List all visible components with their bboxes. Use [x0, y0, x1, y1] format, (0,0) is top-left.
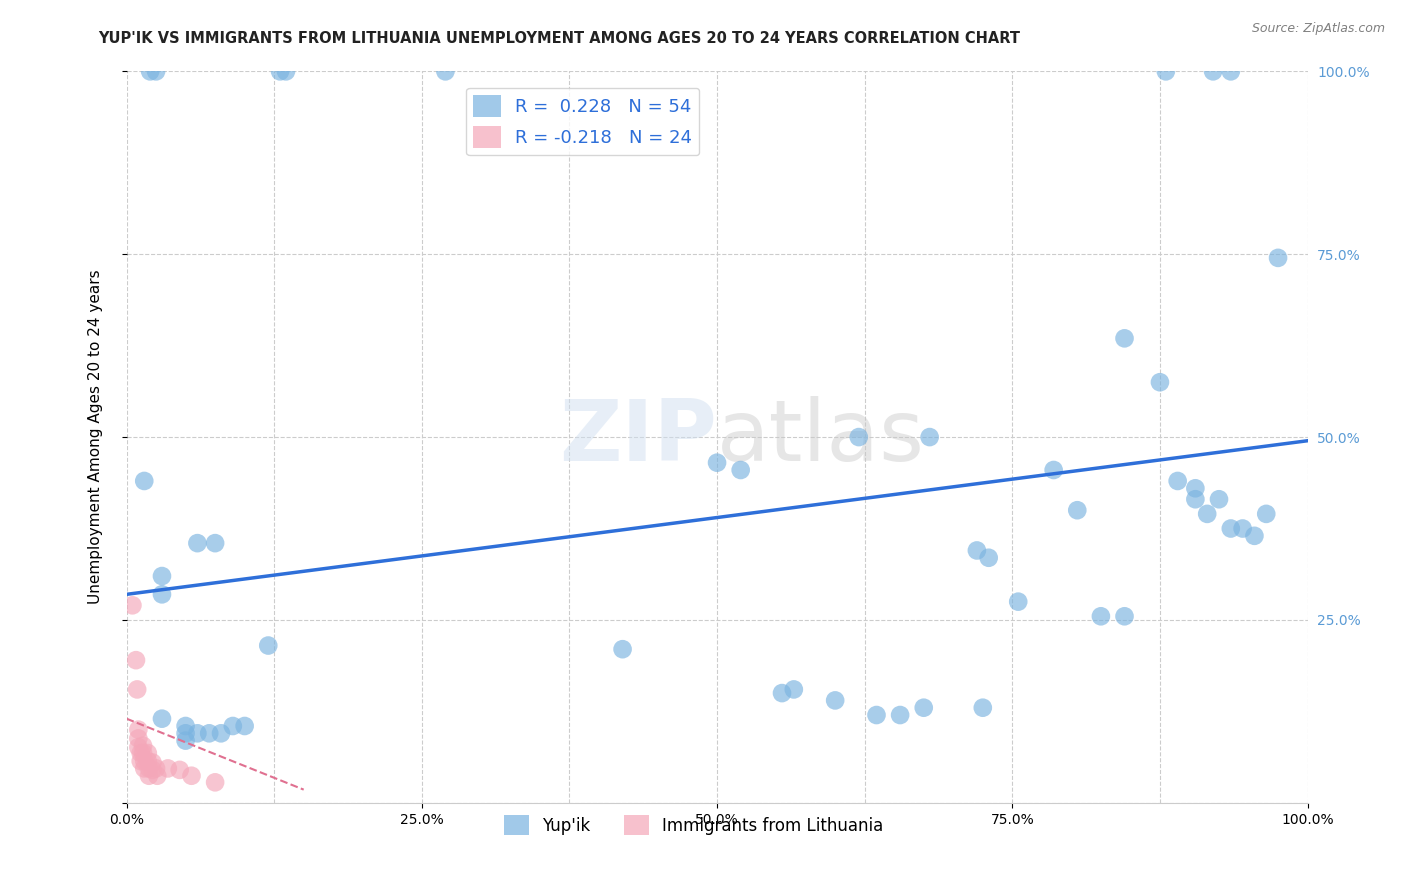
Point: [966, 543, 988, 558]
Point: [129, 754, 152, 768]
Point: [145, 64, 167, 78]
Point: [783, 682, 806, 697]
Point: [1167, 474, 1189, 488]
Point: [141, 756, 163, 770]
Point: [1208, 492, 1230, 507]
Point: [730, 463, 752, 477]
Point: [1114, 609, 1136, 624]
Point: [150, 569, 173, 583]
Point: [127, 723, 149, 737]
Point: [174, 733, 197, 747]
Point: [770, 686, 793, 700]
Point: [134, 761, 156, 775]
Point: [1219, 64, 1241, 78]
Point: [186, 536, 208, 550]
Point: [174, 726, 197, 740]
Point: [1232, 521, 1254, 535]
Point: [1149, 376, 1171, 390]
Point: [129, 746, 152, 760]
Point: [1042, 463, 1064, 477]
Point: [1114, 331, 1136, 345]
Point: [977, 550, 1000, 565]
Point: [612, 642, 634, 657]
Point: [132, 746, 155, 760]
Point: [1256, 507, 1278, 521]
Point: [134, 474, 156, 488]
Point: [198, 726, 221, 740]
Point: [1184, 492, 1206, 507]
Text: atlas: atlas: [717, 395, 925, 479]
Point: [136, 746, 159, 760]
Point: [1219, 521, 1241, 535]
Text: YUP'IK VS IMMIGRANTS FROM LITHUANIA UNEMPLOYMENT AMONG AGES 20 TO 24 YEARS CORRE: YUP'IK VS IMMIGRANTS FROM LITHUANIA UNEM…: [98, 31, 1021, 46]
Point: [848, 430, 870, 444]
Point: [912, 700, 935, 714]
Point: [127, 682, 149, 697]
Point: [169, 763, 191, 777]
Point: [180, 769, 202, 783]
Point: [136, 754, 159, 768]
Point: [233, 719, 256, 733]
Point: [145, 761, 167, 775]
Point: [1267, 251, 1289, 265]
Point: [1090, 609, 1112, 624]
Point: [134, 754, 156, 768]
Point: [204, 536, 226, 550]
Point: [706, 456, 728, 470]
Point: [1184, 481, 1206, 495]
Point: [186, 726, 208, 740]
Legend: Yup'ik, Immigrants from Lithuania: Yup'ik, Immigrants from Lithuania: [498, 808, 890, 842]
Y-axis label: Unemployment Among Ages 20 to 24 years: Unemployment Among Ages 20 to 24 years: [89, 269, 103, 605]
Point: [138, 769, 160, 783]
Point: [1007, 594, 1029, 608]
Point: [824, 693, 846, 707]
Point: [127, 731, 149, 746]
Point: [269, 64, 291, 78]
Point: [434, 64, 457, 78]
Point: [1066, 503, 1088, 517]
Point: [121, 599, 143, 613]
Point: [150, 587, 173, 601]
Point: [274, 64, 297, 78]
Text: ZIP: ZIP: [560, 395, 717, 479]
Point: [174, 719, 197, 733]
Point: [127, 740, 149, 755]
Point: [257, 639, 280, 653]
Point: [972, 700, 994, 714]
Point: [889, 708, 911, 723]
Point: [1243, 529, 1265, 543]
Point: [146, 769, 169, 783]
Point: [1202, 64, 1225, 78]
Point: [865, 708, 887, 723]
Point: [132, 739, 155, 753]
Point: [138, 761, 160, 775]
Point: [156, 761, 179, 775]
Point: [1197, 507, 1219, 521]
Point: [1154, 64, 1177, 78]
Point: [918, 430, 941, 444]
Point: [150, 712, 173, 726]
Point: [141, 763, 163, 777]
Point: [125, 653, 148, 667]
Point: [209, 726, 232, 740]
Text: Source: ZipAtlas.com: Source: ZipAtlas.com: [1251, 22, 1385, 36]
Point: [204, 775, 226, 789]
Point: [139, 64, 162, 78]
Point: [222, 719, 245, 733]
